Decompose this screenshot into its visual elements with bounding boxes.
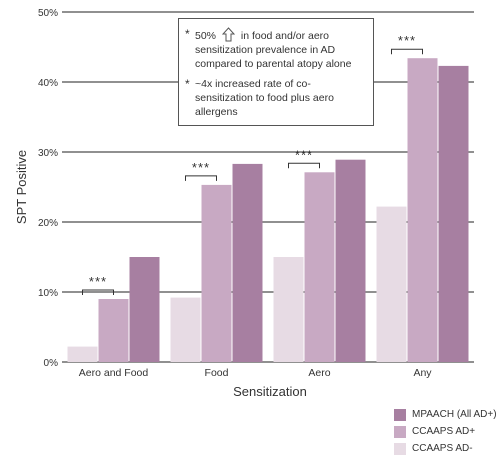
x-tick-label: Aero: [308, 367, 330, 379]
bar: [98, 299, 129, 362]
up-arrow-icon: [221, 27, 235, 42]
legend: MPAACH (All AD+) CCAAPS AD+ CCAAPS AD-: [394, 406, 497, 457]
legend-label: CCAAPS AD+: [412, 426, 476, 437]
legend-item-ccaaps-ad-minus: CCAAPS AD-: [394, 440, 497, 457]
callout-note-1: * 50% in food and/or aero sensitization …: [185, 27, 367, 71]
y-tick-label: 0%: [44, 358, 59, 369]
callout-box: * 50% in food and/or aero sensitization …: [178, 18, 374, 126]
bar: [201, 184, 232, 362]
legend-swatch: [394, 442, 406, 455]
significance-bracket: [82, 289, 114, 295]
bar: [232, 163, 263, 362]
significance-label: ***: [192, 160, 210, 175]
legend-label: MPAACH (All AD+): [412, 409, 497, 420]
y-tick-label: 50%: [38, 8, 58, 19]
note-percentage: 50%: [195, 30, 217, 42]
callout-note-2: * ~4x increased rate of co-sensitization…: [185, 77, 367, 119]
x-tick-label: Aero and Food: [79, 367, 149, 379]
x-tick-label: Any: [413, 367, 432, 379]
significance-bracket: [391, 48, 423, 55]
significance-bracket: [288, 162, 320, 169]
note-bullet: *: [185, 77, 190, 91]
legend-swatch: [394, 425, 406, 438]
note-body: in food and/or aero sensitization preval…: [195, 30, 352, 70]
significance-label: ***: [295, 147, 313, 162]
x-axis-title: Sensitization: [233, 384, 307, 399]
note-bullet: *: [185, 27, 190, 41]
legend-label: CCAAPS AD-: [412, 443, 473, 454]
bar: [407, 58, 438, 362]
y-axis-title: SPT Positive: [14, 150, 29, 224]
y-tick-label: 20%: [38, 218, 58, 229]
bar: [129, 257, 160, 362]
x-tick-label: Food: [205, 367, 229, 379]
significance-bracket: [185, 175, 217, 181]
bar: [438, 65, 469, 363]
bar: [304, 172, 335, 362]
y-tick-label: 10%: [38, 288, 58, 299]
legend-swatch: [394, 408, 406, 421]
bar: [170, 297, 201, 362]
significance-label: ***: [398, 33, 416, 48]
significance-label: ***: [89, 274, 107, 289]
note-text: ~4x increased rate of co-sensitization t…: [195, 78, 334, 118]
legend-item-mpaach: MPAACH (All AD+): [394, 406, 497, 423]
bar: [67, 346, 98, 362]
y-tick-label: 40%: [38, 78, 58, 89]
bar: [335, 159, 366, 362]
bar: [376, 206, 407, 362]
legend-item-ccaaps-ad-plus: CCAAPS AD+: [394, 423, 497, 440]
y-tick-label: 30%: [38, 148, 58, 159]
bar: [273, 257, 304, 362]
note-text: 50% in food and/or aero sensitization pr…: [195, 27, 367, 71]
